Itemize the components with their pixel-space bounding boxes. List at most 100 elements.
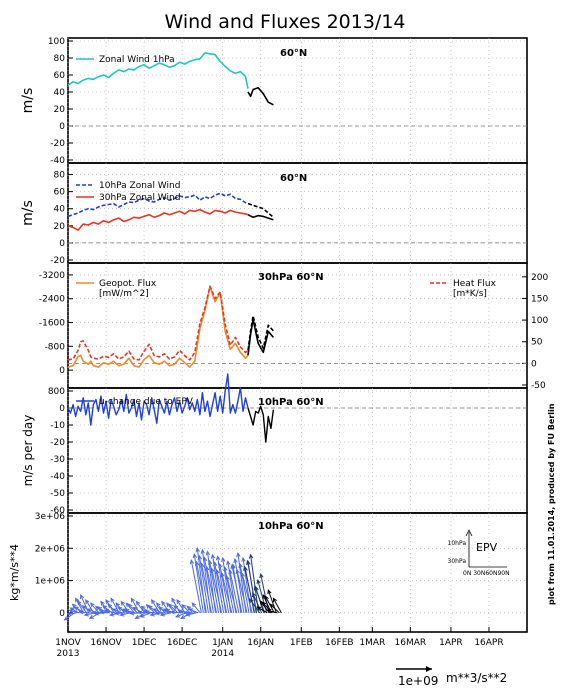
time-axis: 1NOV 16NOV 1DEC 16DEC 1JAN 16JAN 1FEB 16FEB 1MAR… <box>55 627 504 659</box>
ep-flux-arrowhead <box>202 556 208 562</box>
ep-flux-arrowhead <box>96 606 102 612</box>
panel-frame <box>67 512 528 633</box>
legend-geopot-flux-label: Geopot. Flux <box>99 279 157 289</box>
ep-flux-arrowhead <box>98 610 104 615</box>
ep-flux-arrow <box>206 566 218 613</box>
y-tick-label: -20 <box>50 256 65 266</box>
ep-flux-arrow <box>175 612 187 618</box>
ep-flux-arrow <box>145 611 156 614</box>
ep-flux-arrowhead <box>264 595 269 601</box>
y-tick-label: -20 <box>50 139 65 149</box>
x-tick-label: 16MAR <box>395 638 427 648</box>
epv-legend-ylabel-top: 10hPa <box>448 540 467 547</box>
panel-u-change-epv: 800 0 -10 -20 -30 -40 -50 -60 u-change due to EP… <box>21 373 528 516</box>
y-tick-label: -20 <box>50 438 65 448</box>
y-tick-label-right: -50 <box>531 381 546 391</box>
y-axis-title: m/s per day <box>21 415 35 487</box>
y-tick-label: -10 <box>50 421 65 431</box>
ep-flux-arrowhead <box>205 565 210 571</box>
ep-flux-arrowhead <box>66 611 72 616</box>
x-tick-label: 16DEC <box>167 638 197 648</box>
ep-flux-arrowhead <box>157 606 163 612</box>
y-tick-label-right: 200 <box>531 273 548 283</box>
ep-flux-arrow <box>153 608 163 614</box>
ep-flux-arrowhead <box>135 600 141 606</box>
y-tick-label-right: 50 <box>531 338 543 348</box>
y-tick-label-right: 150 <box>531 294 548 304</box>
ep-flux-arrowhead <box>248 553 254 559</box>
y-tick-label: -3200 <box>39 271 65 281</box>
legend-u-change-label: u-change due to EPV <box>99 397 194 407</box>
ep-flux-arrow <box>110 598 120 614</box>
y-tick-label: -50 <box>50 489 65 499</box>
ep-flux-arrowhead <box>261 601 267 607</box>
ep-flux-arrowhead <box>256 606 262 611</box>
y-tick-label: 100 <box>48 37 65 47</box>
ep-flux-arrowhead <box>243 565 248 571</box>
y-tick-label: 80 <box>54 171 66 181</box>
ep-flux-arrowhead <box>207 559 213 565</box>
ep-flux-arrowhead <box>114 611 120 616</box>
y-tick-label: 80 <box>54 54 66 64</box>
ep-flux-arrowhead <box>191 602 197 608</box>
ep-flux-arrowhead <box>164 609 170 614</box>
ep-flux-arrow <box>229 570 240 613</box>
ep-flux-arrow <box>247 560 258 613</box>
ep-flux-arrowhead <box>110 597 115 603</box>
ep-flux-arrow <box>190 560 202 613</box>
ep-flux-arrow <box>226 576 238 613</box>
panel-fluxes-30hpa: -3200 -2400 -1600 -800 0 200 150 100 50 0 -50 Geopo… <box>39 262 548 391</box>
ep-flux-arrowhead <box>149 612 155 617</box>
ep-flux-arrowhead <box>169 610 175 615</box>
x-tick-label: 16NOV <box>90 638 122 648</box>
ep-flux-arrowhead <box>117 606 123 612</box>
ep-flux-arrowhead <box>154 611 160 616</box>
ep-flux-arrowhead <box>93 611 99 616</box>
epv-legend-ylabel-bottom: 30hPa <box>448 558 467 565</box>
ep-flux-arrowhead <box>194 560 200 566</box>
ep-flux-arrowhead <box>83 612 89 617</box>
ep-flux-arrowhead <box>272 597 277 603</box>
ep-flux-arrowhead <box>176 598 181 604</box>
ep-flux-arrowhead <box>75 597 80 603</box>
panel-zonal-wind-10-30hpa: 80 60 40 20 0 -20 10hPa Zonal Wind 30hPa Zonal … <box>20 162 528 266</box>
y-tick-label-right: 100 <box>531 316 548 326</box>
y-tick-label: -30 <box>50 455 65 465</box>
ep-flux-arrowhead <box>241 556 246 562</box>
ep-flux-arrowhead <box>175 613 181 618</box>
ep-flux-arrowhead <box>180 614 186 619</box>
ep-flux-arrowhead <box>78 610 84 615</box>
ep-flux-arrowhead <box>183 610 189 615</box>
ep-flux-arrow <box>189 608 199 614</box>
forecast-30hpa-line <box>247 213 274 221</box>
ep-flux-arrow <box>267 609 278 614</box>
ep-flux-arrowhead <box>246 559 251 565</box>
ep-flux-arrowhead <box>200 562 205 568</box>
ep-flux-arrowhead <box>267 589 272 595</box>
ep-flux-arrowhead <box>152 608 158 613</box>
ep-flux-arrowhead <box>223 566 228 572</box>
ep-flux-arrow <box>200 563 212 613</box>
ep-flux-arrow <box>79 611 90 614</box>
ep-flux-arrowhead <box>221 556 226 562</box>
figure-title: Wind and Fluxes 2013/14 <box>164 11 405 33</box>
ep-flux-arrowhead <box>115 602 121 608</box>
legend-heat-unit: [m*K/s] <box>453 289 487 299</box>
legend-zonal-30hpa-label: 30hPa Zonal Wind <box>99 193 180 203</box>
ep-flux-arrow <box>77 600 88 614</box>
ep-flux-arrow <box>170 611 182 614</box>
legend-zonal-1hpa-label: Zonal Wind 1hPa <box>99 55 175 65</box>
geopot-flux-line <box>67 286 249 368</box>
y-tick-label: 800 <box>48 387 65 397</box>
ep-flux-arrow <box>244 566 256 613</box>
ep-flux-arrow <box>75 598 85 614</box>
ep-flux-arrow <box>257 606 268 614</box>
legend-zonal-10hpa-label: 10hPa Zonal Wind <box>99 181 180 191</box>
ep-flux-arrow <box>186 612 197 616</box>
ep-flux-arrow <box>203 557 214 613</box>
ep-flux-arrowhead <box>139 613 145 618</box>
credit-text: plot from 11.01.2014, produced by FU Ber… <box>547 403 556 605</box>
ep-flux-arrowhead <box>130 597 135 603</box>
legend-heat-flux-label: Heat Flux <box>453 279 497 289</box>
ep-flux-arrow <box>216 569 228 613</box>
